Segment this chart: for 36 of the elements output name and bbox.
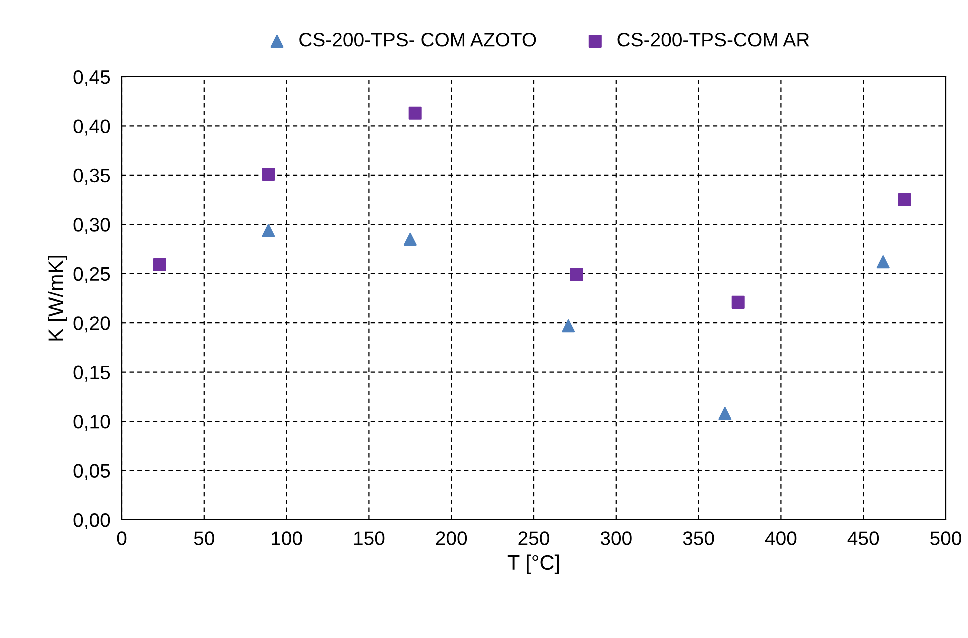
point <box>408 106 422 120</box>
y-tick-label: 0,05 <box>74 464 110 480</box>
x-tick-label: 0 <box>117 532 127 546</box>
point <box>562 320 576 333</box>
x-tick-label: 50 <box>194 532 214 546</box>
point <box>262 224 276 238</box>
point <box>570 268 584 282</box>
x-tick-label: 400 <box>765 532 797 546</box>
y-tick-label: 0,00 <box>74 513 110 530</box>
legend-label: CS-200-TPS-COM AR <box>618 33 810 47</box>
x-tick-label: 500 <box>930 532 962 546</box>
legend-label: CS-200-TPS- COM AZOTO <box>300 33 536 47</box>
x-tick-label: 300 <box>600 532 632 546</box>
point <box>153 258 166 272</box>
y-tick-label: 0,40 <box>74 120 110 136</box>
point <box>876 256 890 269</box>
x-tick-label: 150 <box>354 532 385 546</box>
y-tick-label: 0,15 <box>74 366 110 382</box>
y-axis-title: K [W/mK] <box>48 256 68 341</box>
y-tick-label: 0,25 <box>74 267 110 284</box>
point <box>262 168 276 181</box>
point <box>732 296 745 309</box>
x-tick-label: 250 <box>518 532 550 546</box>
y-tick-label: 0,35 <box>74 168 110 185</box>
point <box>718 407 732 420</box>
point <box>898 194 912 207</box>
x-tick-label: 100 <box>272 532 302 546</box>
y-tick-label: 0,20 <box>74 316 110 333</box>
x-tick-label: 350 <box>683 532 714 546</box>
x-tick-label: 200 <box>436 532 468 546</box>
x-axis-title: T [°C] <box>508 554 560 574</box>
x-tick-label: 450 <box>848 532 880 546</box>
y-tick-label: 0,45 <box>74 70 110 87</box>
point <box>404 232 417 246</box>
y-tick-label: 0,10 <box>74 415 110 432</box>
y-tick-label: 0,30 <box>74 218 110 234</box>
